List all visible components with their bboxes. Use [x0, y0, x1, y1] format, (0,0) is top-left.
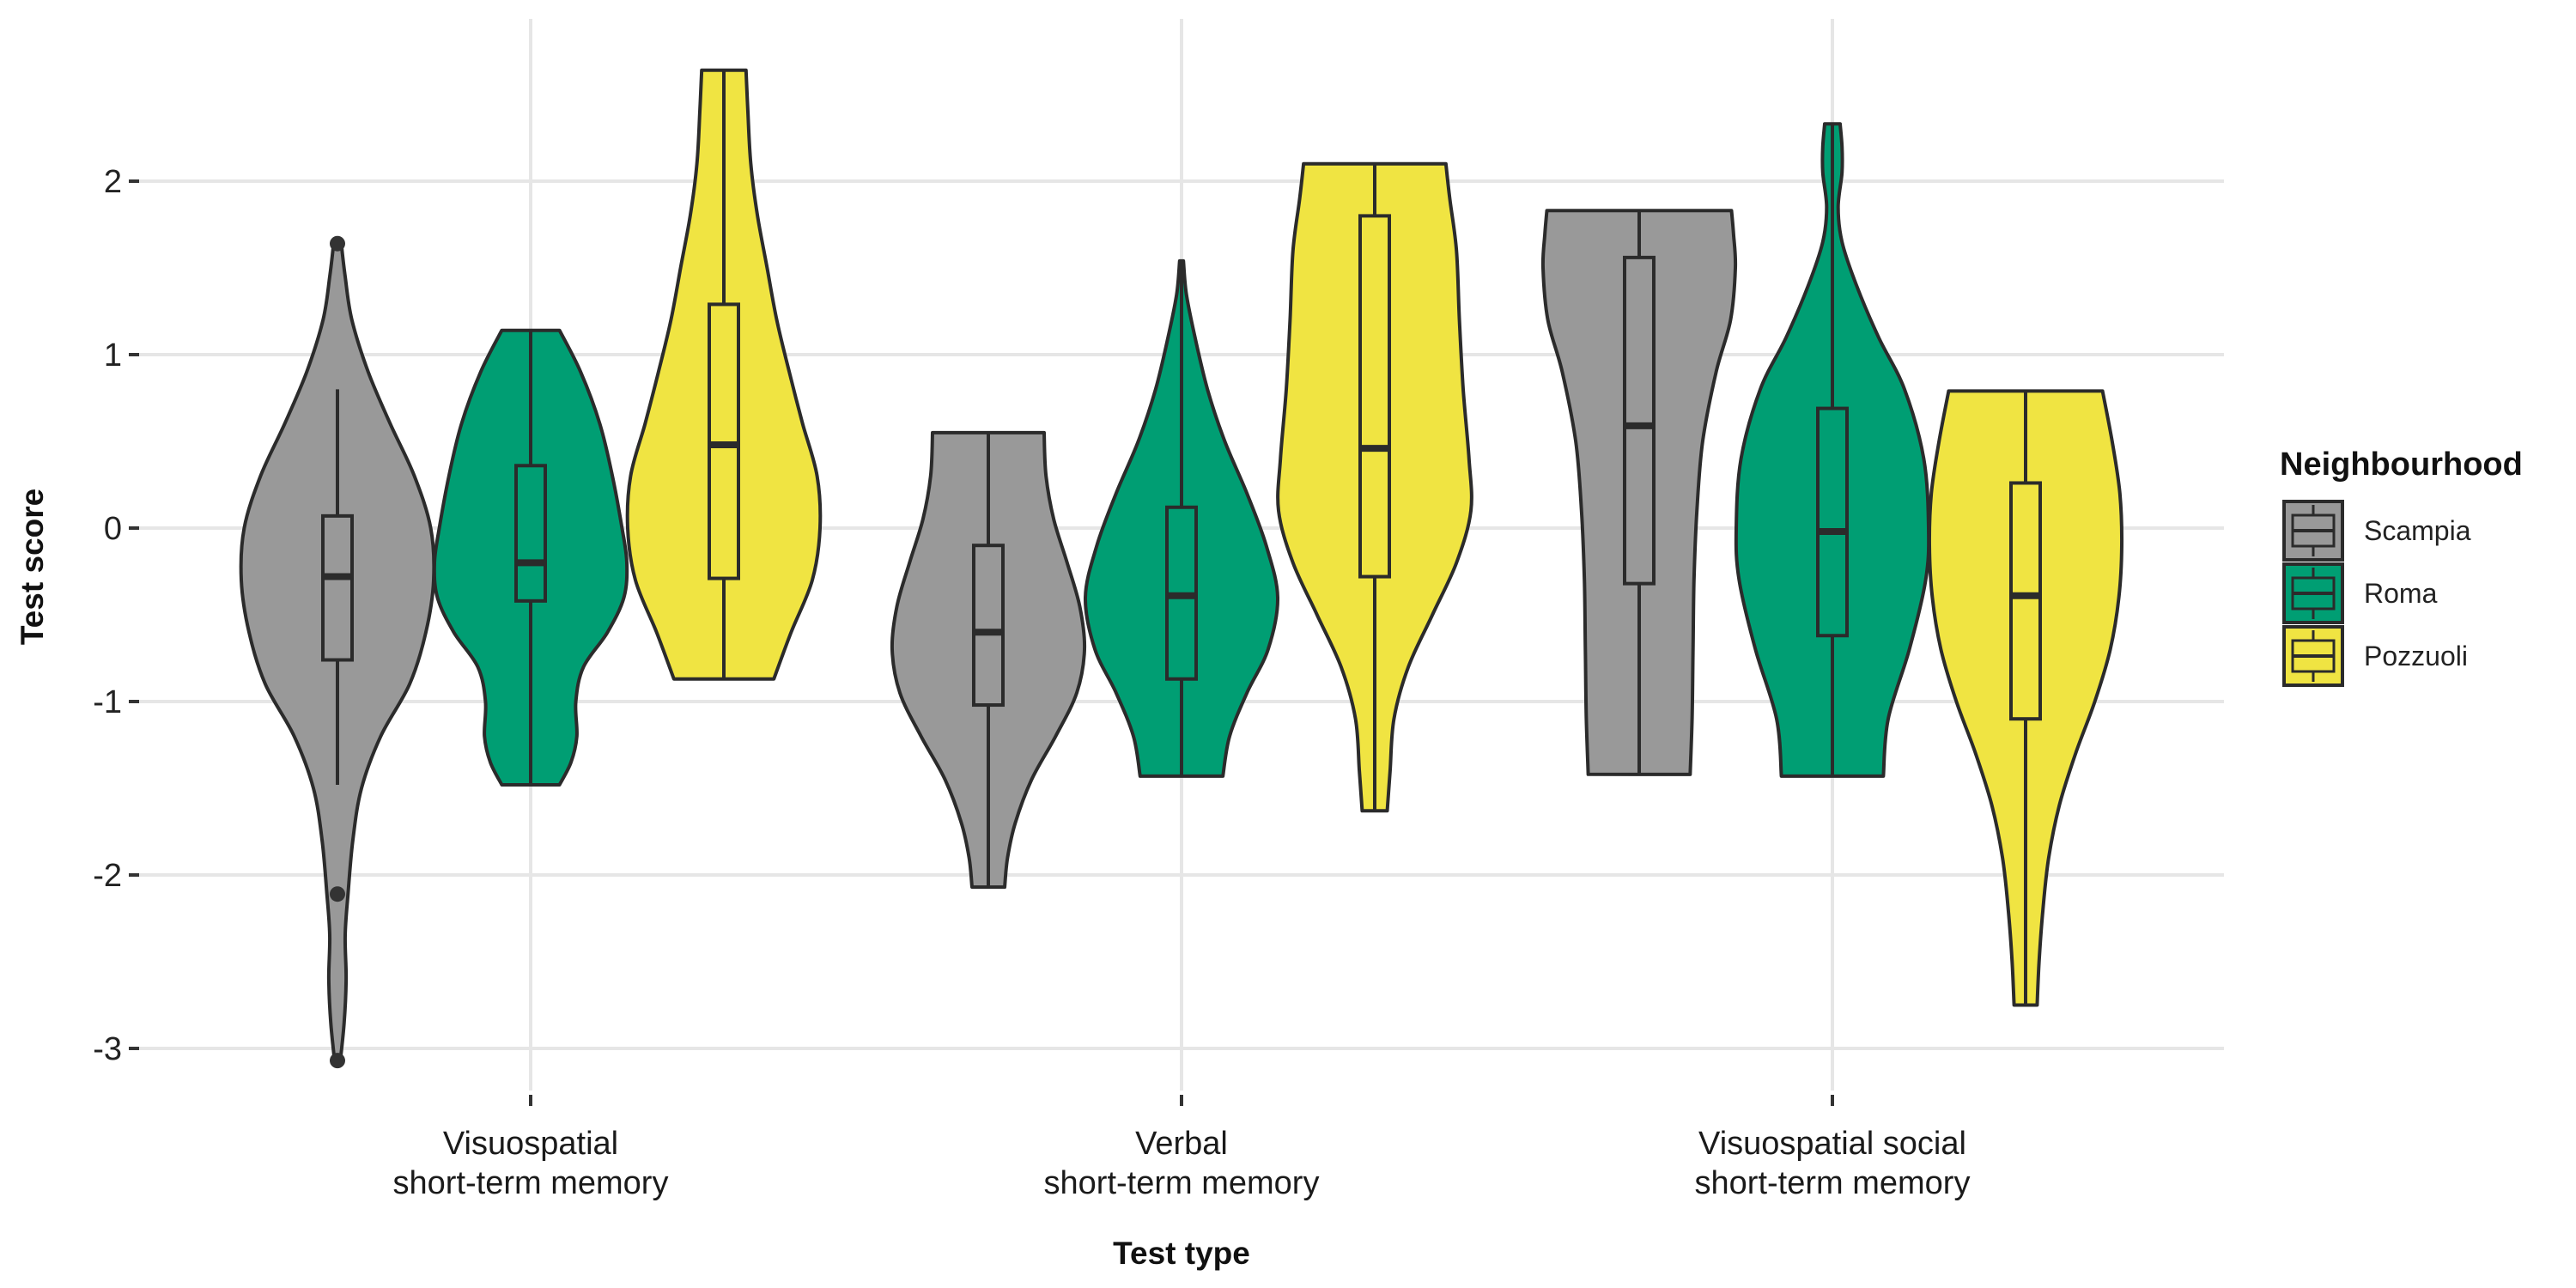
box-iqr: [1816, 406, 1849, 638]
legend-title: Neighbourhood: [2280, 447, 2523, 483]
box-iqr: [1623, 255, 1656, 586]
box-iqr: [708, 302, 740, 580]
box-iqr: [1358, 214, 1391, 579]
legend-item: Roma: [2282, 562, 2438, 624]
y-axis-title: Test score: [15, 489, 50, 645]
box-iqr: [2009, 481, 2042, 721]
violin-group: [1540, 209, 1738, 776]
legend-label: Pozzuoli: [2364, 641, 2468, 671]
outlier-point: [330, 235, 345, 252]
legend-item: Pozzuoli: [2282, 625, 2468, 687]
legend-label: Scampia: [2364, 515, 2471, 546]
y-tick-label: 0: [104, 511, 122, 547]
box-iqr: [972, 544, 1005, 708]
box-iqr: [321, 513, 354, 662]
x-tick-label: Visuospatial: [443, 1126, 618, 1162]
violin-group: [1276, 161, 1473, 813]
x-tick-label: short-term memory: [1695, 1165, 1971, 1201]
y-tick-label: -3: [93, 1031, 122, 1067]
violin-group: [1083, 258, 1280, 778]
x-tick-label: short-term memory: [1044, 1165, 1320, 1201]
violins: [239, 68, 2124, 1069]
x-tick-label: short-term memory: [393, 1165, 669, 1201]
box-iqr: [514, 464, 547, 603]
y-axis: -3 -2 -1 0 1 2: [93, 164, 139, 1067]
x-tick-label: Visuospatial social: [1698, 1126, 1966, 1162]
violin-group: [432, 328, 629, 787]
x-tick-label: Verbal: [1135, 1126, 1228, 1162]
violin-group: [239, 235, 436, 1069]
x-axis-title: Test type: [1113, 1236, 1250, 1271]
legend-label: Roma: [2364, 578, 2438, 609]
outlier-point: [330, 1053, 345, 1069]
violin-group: [890, 430, 1087, 890]
y-tick-label: -1: [93, 684, 122, 720]
legend-item: Scampia: [2282, 500, 2471, 562]
violin-group: [1927, 389, 2124, 1007]
outlier-point: [330, 886, 345, 902]
violin-group: [625, 68, 823, 681]
y-tick-label: 2: [104, 164, 122, 200]
y-tick-label: 1: [104, 337, 122, 374]
legend: Neighbourhood Scampia Roma Pozzuoli: [2280, 447, 2523, 687]
y-tick-label: -2: [93, 858, 122, 894]
violin-group: [1734, 122, 1931, 778]
